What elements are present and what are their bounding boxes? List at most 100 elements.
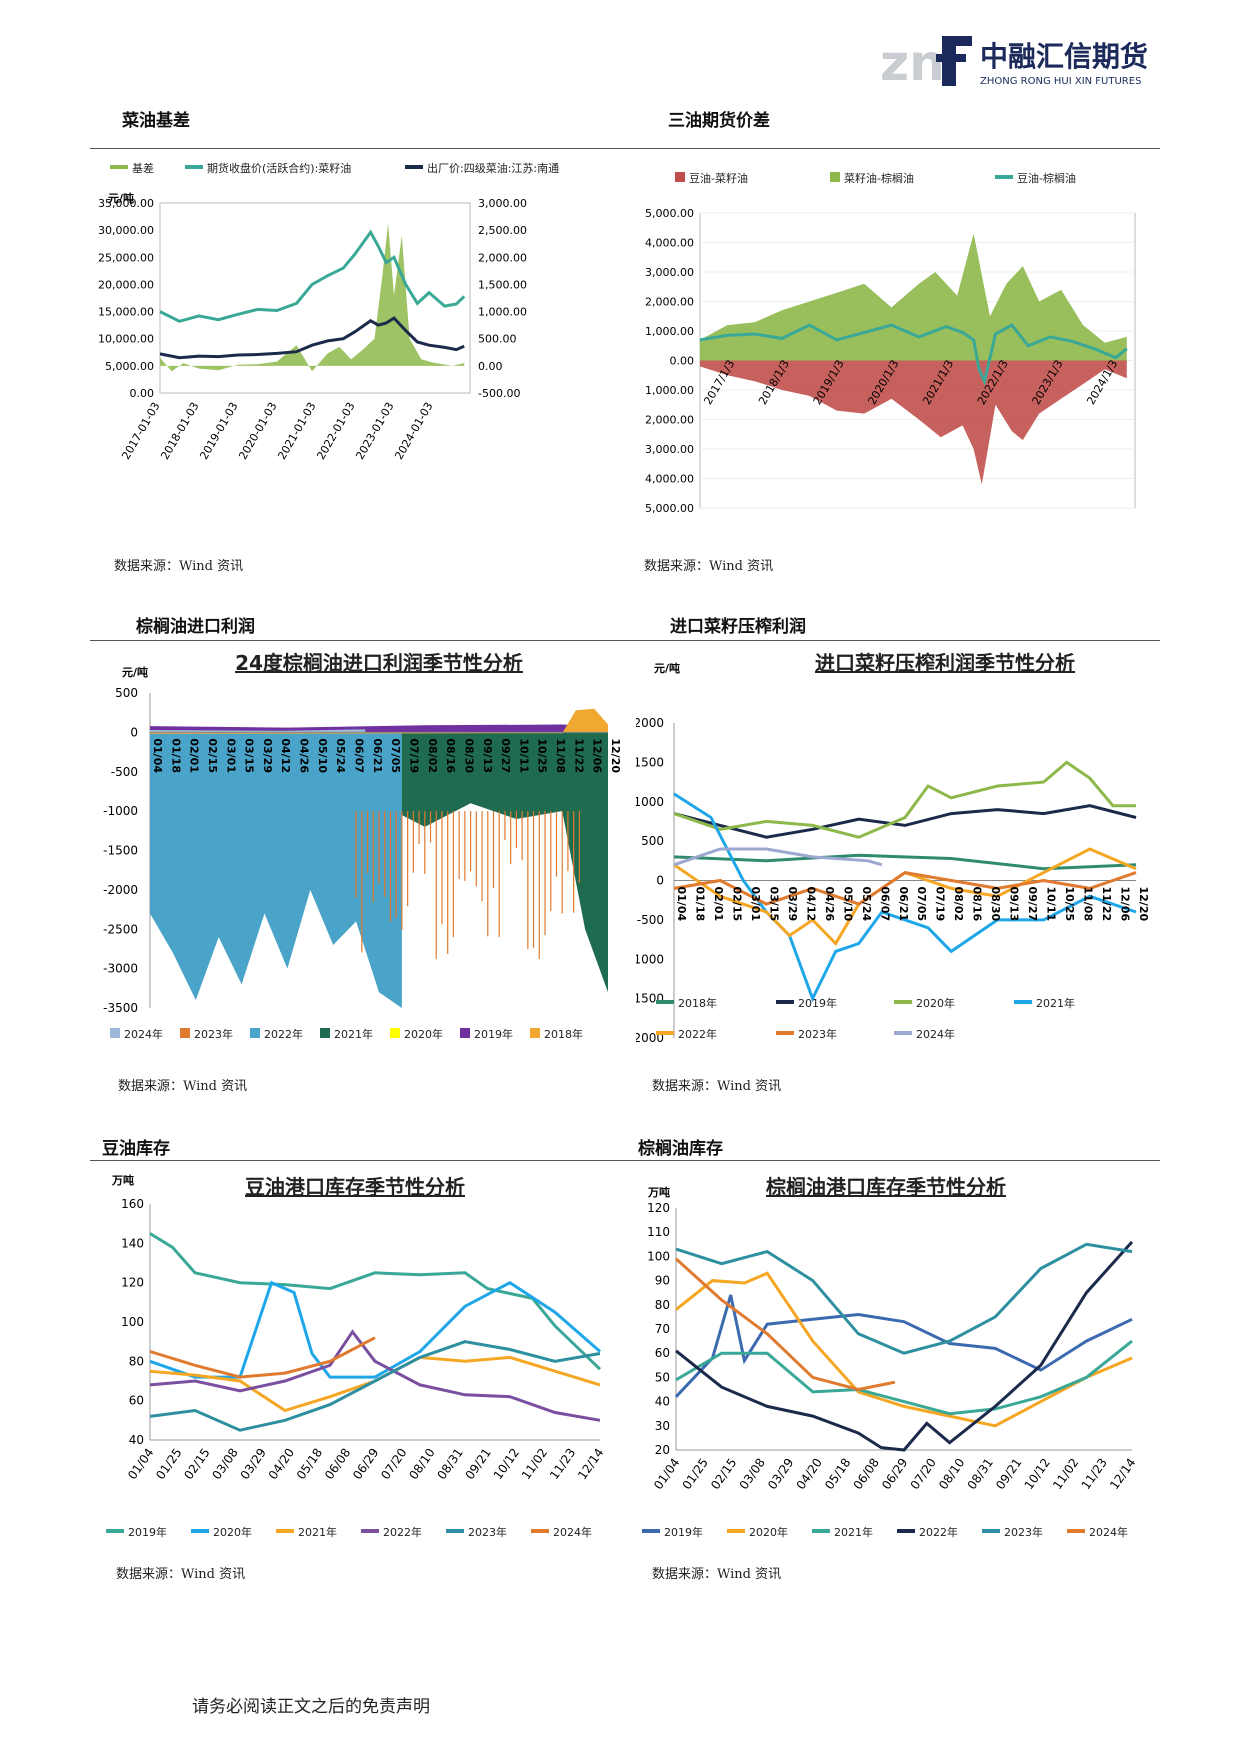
- company-logo: zn 中融汇信期货 ZHONG RONG HUI XIN FUTURES: [880, 28, 1170, 92]
- chart-three-oil-spread: 豆油-菜籽油 菜籽油-棕榈油 豆油-棕榈油 5,000.00 4,000.00 3,000…: [645, 171, 1136, 515]
- legend-label: 2019年: [664, 1525, 703, 1539]
- tick-label: 05/24: [334, 738, 347, 773]
- tick-label: 02/15: [206, 738, 219, 773]
- logo-mark: zn 中融汇信期货 ZHONG RONG HUI XIN FUTURES: [880, 34, 1148, 92]
- tick-label: 120: [647, 1201, 670, 1215]
- tick-label: 5,000.00: [645, 207, 694, 220]
- tick-label: 09/13: [1008, 887, 1021, 922]
- unit-label: 万吨: [647, 1185, 670, 1199]
- tick-label: 0: [656, 874, 664, 888]
- legend-swatch: [675, 172, 685, 182]
- series-line-2024: [674, 1257, 896, 1392]
- tick-label: 30: [655, 1419, 670, 1433]
- tick-label: 100: [647, 1249, 670, 1263]
- section-divider: [90, 640, 1160, 641]
- tick-label: 03/08: [737, 1456, 768, 1492]
- legend-swatch: [776, 1031, 794, 1035]
- series-line-futures-price: [159, 229, 466, 323]
- series-line-2019: [149, 1232, 602, 1371]
- legend-swatch: [1014, 1000, 1032, 1004]
- legend-label: 2024年: [553, 1525, 592, 1539]
- legend-label: 豆油-棕榈油: [1017, 171, 1076, 185]
- tick-label: 12/20: [1137, 887, 1150, 922]
- tick-label: 09/27: [1026, 887, 1039, 922]
- legend-label: 菜籽油-棕榈油: [844, 171, 914, 185]
- legend-swatch: [727, 1529, 745, 1533]
- series-line-2020: [675, 1271, 1133, 1428]
- legend-swatch: [390, 1028, 400, 1038]
- series-line-2018: [673, 853, 1137, 871]
- legend-label: 2018年: [678, 996, 717, 1010]
- tick-label: 05/18: [294, 1446, 325, 1482]
- tick-label: 11/22: [1100, 887, 1113, 922]
- tick-label: 07/20: [378, 1446, 409, 1482]
- legend-label: 2021年: [834, 1525, 873, 1539]
- section-title-rapeseed-basis: 菜油基差: [122, 111, 190, 131]
- tick-label: 5,000.00: [105, 360, 154, 373]
- legend-label: 豆油-菜籽油: [689, 171, 748, 185]
- tick-label: -2500: [103, 922, 138, 936]
- logo-brand-cn: 中融汇信期货: [980, 40, 1148, 73]
- tick-label: 06/21: [371, 738, 384, 773]
- tick-label: 500: [641, 834, 664, 848]
- tick-label: 2019-01-03: [197, 400, 240, 462]
- legend-swatch: [180, 1028, 190, 1038]
- legend-label: 2023年: [1004, 1525, 1043, 1539]
- chart-title: 24度棕榈油进口利润季节性分析: [235, 651, 523, 675]
- legend-label: 2021年: [298, 1525, 337, 1539]
- tick-label: 90: [655, 1274, 670, 1288]
- tick-label: 06/21: [897, 887, 910, 922]
- tick-label: 12/14: [1107, 1456, 1138, 1492]
- tick-label: 0.00: [130, 387, 155, 400]
- tick-label: 11/02: [1050, 1456, 1081, 1492]
- unit-label: 元/吨: [122, 665, 148, 679]
- tick-label: 20,000.00: [98, 278, 154, 291]
- series-line-2022: [675, 1240, 1134, 1452]
- svg-text:zn: zn: [880, 34, 945, 92]
- tick-label: 01/18: [693, 887, 706, 922]
- disclaimer-footer: 请务必阅读正文之后的免责声明: [192, 1697, 430, 1717]
- tick-label: 35,000.00: [98, 197, 154, 210]
- tick-label: 08/16: [971, 887, 984, 922]
- tick-label: 01/04: [675, 887, 688, 922]
- legend-label: 2024年: [1089, 1525, 1128, 1539]
- legend-label: 2022年: [919, 1525, 958, 1539]
- tick-label: 01/18: [169, 738, 182, 773]
- tick-label: 40: [129, 1433, 144, 1447]
- tick-label: 25,000.00: [98, 251, 154, 264]
- tick-label: 12/06: [1119, 887, 1132, 922]
- legend-swatch: [894, 1031, 912, 1035]
- chart-rapeseed-basis: 基差 期货收盘价(活跃合约):菜籽油 出厂价:四级菜油:江苏:南通元/吨35,000…: [98, 161, 559, 462]
- legend-swatch: [995, 175, 1013, 179]
- logo-brand-en: ZHONG RONG HUI XIN FUTURES: [980, 76, 1141, 87]
- tick-label: 03/15: [243, 738, 256, 773]
- tick-label: 1000: [636, 795, 664, 809]
- tick-label: 03/15: [767, 887, 780, 922]
- unit-label: 元/吨: [108, 191, 134, 205]
- tick-label: 500.00: [478, 333, 517, 346]
- tick-label: 30,000.00: [98, 224, 154, 237]
- tick-label: 100: [121, 1315, 144, 1329]
- legend-label: 2021年: [334, 1027, 373, 1041]
- tick-label: 03/29: [261, 738, 274, 773]
- tick-label: 05/10: [316, 738, 329, 773]
- chart-title: 棕榈油港口库存季节性分析: [766, 1175, 1006, 1199]
- tick-label: 140: [121, 1236, 144, 1250]
- tick-label: 02/15: [708, 1456, 739, 1492]
- series-line-2023: [675, 1242, 1133, 1355]
- tick-label: 20: [655, 1443, 670, 1457]
- tick-label: 50: [655, 1370, 670, 1384]
- legend-label: 2023年: [798, 1027, 837, 1041]
- legend-swatch: [776, 1000, 794, 1004]
- tick-label: 03/29: [238, 1446, 269, 1482]
- tick-label: 05/18: [822, 1456, 853, 1492]
- tick-label: 05/10: [841, 887, 854, 922]
- section-title-rapeseed-crush-profit: 进口菜籽压榨利润: [670, 617, 806, 637]
- tick-label: 03/29: [765, 1456, 796, 1492]
- tick-label: -500: [111, 765, 138, 779]
- tick-label: 2023-01-03: [353, 400, 396, 462]
- data-source-note: 数据来源：Wind 资讯: [118, 1079, 248, 1094]
- data-source-note: 数据来源：Wind 资讯: [644, 559, 774, 574]
- data-source-note: 数据来源：Wind 资讯: [652, 1079, 782, 1094]
- legend-swatch: [642, 1529, 660, 1533]
